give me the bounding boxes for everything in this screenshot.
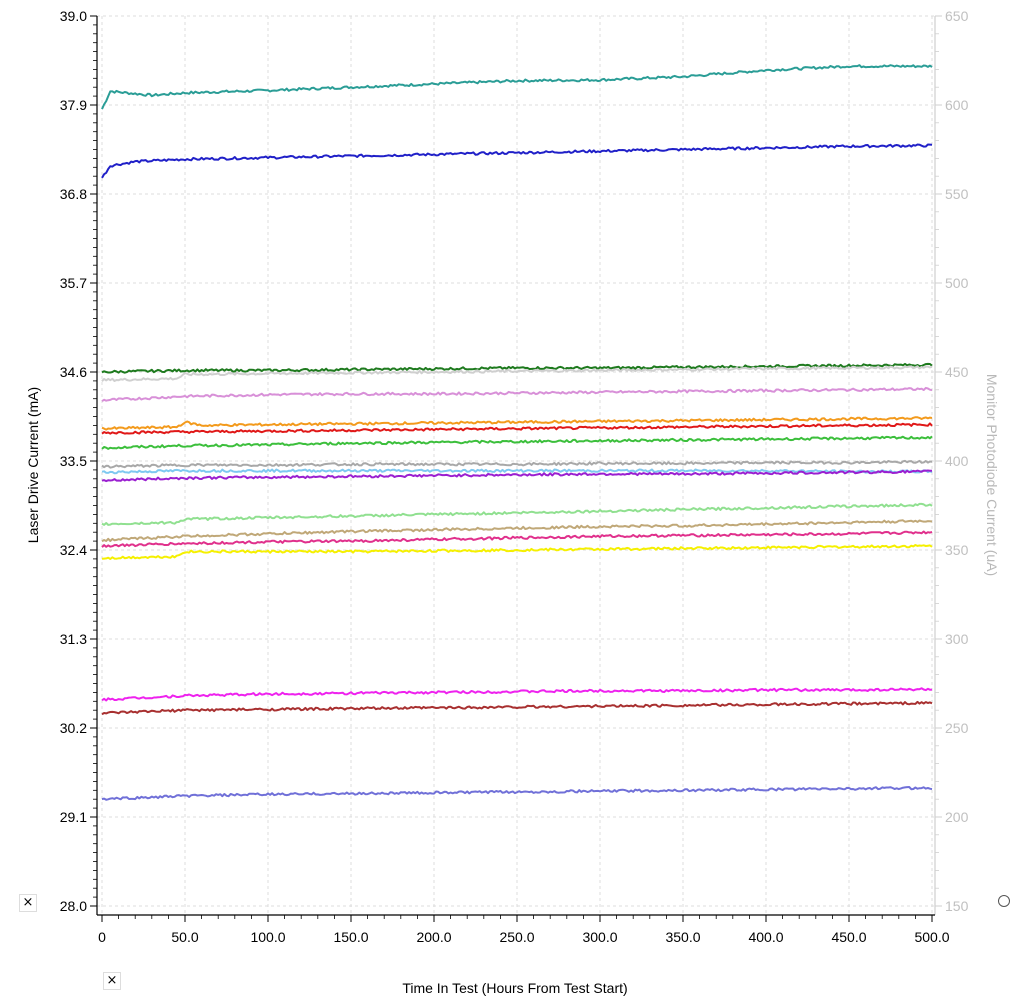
left-axis: 28.0 29.1 30.2 31.3 32.4 33.5 34.6 35.7 36.8 37.9… (60, 8, 98, 915)
series-line (101, 468, 933, 475)
series-line (101, 502, 933, 526)
series-line (101, 530, 933, 548)
y-tick-label: 36.8 (60, 186, 87, 202)
y2-tick-label: 550 (945, 186, 969, 202)
series-line (101, 459, 933, 469)
series-line (101, 422, 933, 435)
series-line (101, 469, 933, 483)
y-tick-label: 33.5 (60, 453, 87, 469)
x-tick-label: 0 (98, 929, 106, 945)
series-line (101, 544, 933, 560)
y2-tick-label: 250 (945, 720, 969, 736)
series-line (101, 362, 933, 374)
y-tick-label: 39.0 (60, 8, 87, 24)
right-axis-marker-icon[interactable] (998, 895, 1010, 907)
x-tick-label: 250.0 (499, 929, 534, 945)
y2-tick-label: 600 (945, 97, 969, 113)
y2-tick-label: 450 (945, 364, 969, 380)
y2-tick-label: 650 (945, 8, 969, 24)
y2-axis-title: Monitor Photodiode Current (uA) (984, 374, 1000, 576)
x-tick-label: 400.0 (748, 929, 783, 945)
series-line (101, 435, 933, 450)
bottom-axis-marker-icon[interactable]: × (103, 972, 121, 990)
series-line (101, 687, 933, 702)
y-tick-label: 28.0 (60, 898, 87, 914)
x-tick-label: 150.0 (333, 929, 368, 945)
series-line (101, 365, 933, 382)
left-axis-marker-icon[interactable]: × (19, 894, 37, 912)
y2-tick-label: 400 (945, 453, 969, 469)
series-layer (101, 64, 933, 801)
y-tick-label: 37.9 (60, 97, 87, 113)
x-tick-label: 200.0 (416, 929, 451, 945)
x-tick-label: 450.0 (831, 929, 866, 945)
series-line (101, 416, 933, 431)
y-tick-label: 32.4 (60, 542, 87, 558)
y2-tick-label: 300 (945, 631, 969, 647)
series-line (101, 700, 933, 716)
bottom-axis: 0 50.0 100.0 150.0 200.0 250.0 300.0 350.0 400.0… (97, 914, 950, 945)
x-axis-title: Time In Test (Hours From Test Start) (402, 980, 627, 996)
right-axis: 150 200 250 300 350 400 450 500 550 600 650 (934, 8, 969, 915)
y-tick-label: 35.7 (60, 275, 87, 291)
y2-tick-label: 200 (945, 809, 969, 825)
y-tick-label: 34.6 (60, 364, 87, 380)
y2-tick-label: 350 (945, 542, 969, 558)
series-line (101, 386, 933, 402)
x-tick-label: 350.0 (665, 929, 700, 945)
y-tick-label: 30.2 (60, 720, 87, 736)
series-line (101, 519, 933, 543)
y-axis-title: Laser Drive Current (mA) (25, 387, 41, 543)
y2-tick-label: 500 (945, 275, 969, 291)
x-tick-label: 50.0 (171, 929, 198, 945)
y2-tick-label: 150 (945, 898, 969, 914)
series-line (101, 786, 933, 801)
y-tick-label: 29.1 (60, 809, 87, 825)
x-tick-label: 500.0 (914, 929, 949, 945)
x-tick-label: 300.0 (582, 929, 617, 945)
y-tick-label: 31.3 (60, 631, 87, 647)
series-line (101, 143, 933, 179)
series-line (101, 64, 933, 110)
x-tick-label: 100.0 (250, 929, 285, 945)
